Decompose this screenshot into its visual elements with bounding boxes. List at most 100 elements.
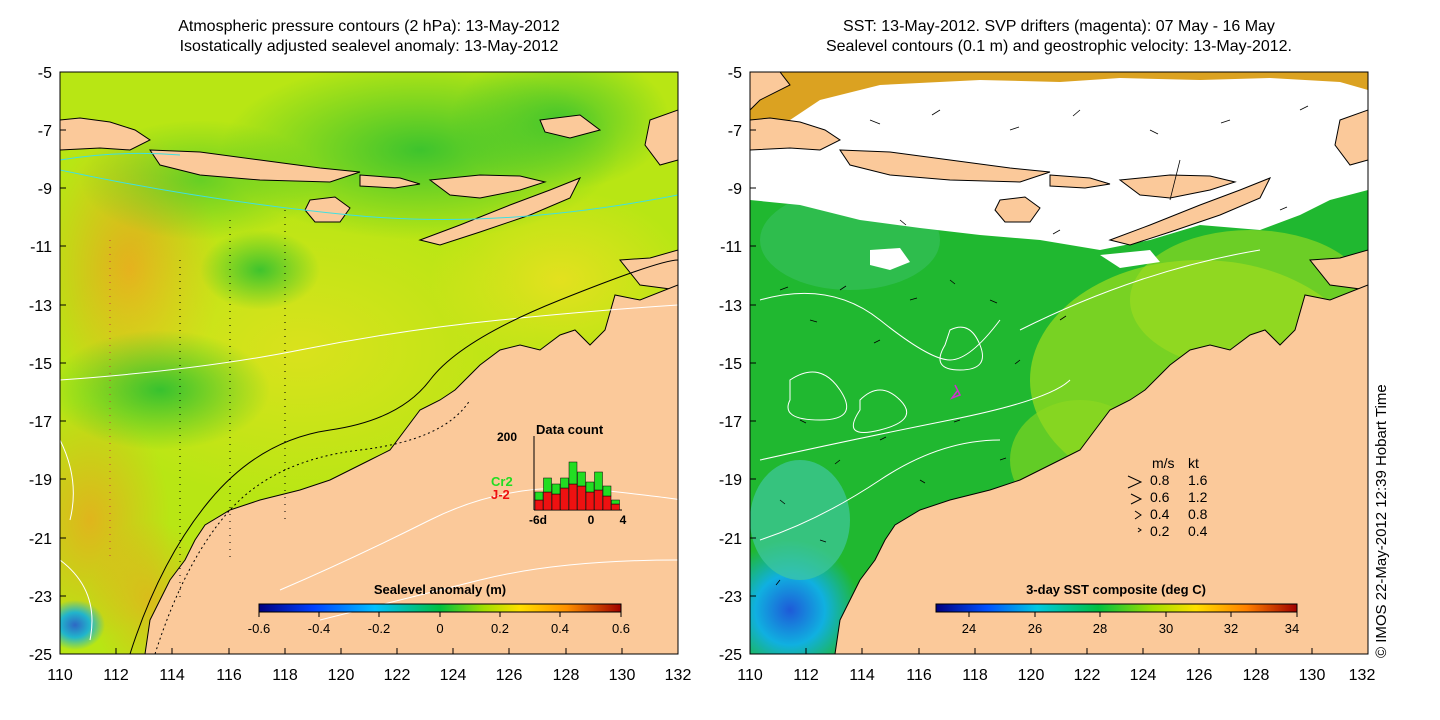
left-lat-tick: -9 (38, 181, 52, 198)
right-lat-tick: -5 (728, 65, 742, 82)
velocity-legend-header-ms: m/s (1152, 455, 1175, 471)
right-lon-tick: 132 (1349, 667, 1376, 684)
data-count-title: Data count (536, 422, 604, 437)
data-count-ymax: 200 (497, 430, 517, 444)
legend-j2: J-2 (491, 487, 510, 502)
right-lat-tick: -17 (719, 414, 742, 431)
histogram-bar-j2 (543, 491, 552, 511)
histogram-bar-j2 (577, 485, 586, 511)
histogram-bar-cr2 (534, 491, 544, 501)
velocity-legend: m/s kt 0.8 1.6 0.6 1.2 0.4 0.8 0.2 0.4 (1127, 455, 1208, 539)
left-lat-tick: -23 (29, 589, 52, 606)
velocity-legend-ms: 0.8 (1150, 472, 1170, 488)
left-map (60, 72, 678, 654)
histogram-bar-cr2 (611, 499, 620, 505)
right-lon-tick: 126 (1186, 667, 1213, 684)
right-title: SST: 13-May-2012. SVP drifters (magenta)… (750, 17, 1368, 57)
histogram-bar-cr2 (585, 481, 595, 493)
histogram-bar-j2 (611, 503, 620, 511)
left-lon-tick: 120 (328, 667, 355, 684)
left-lon-tick: 118 (272, 667, 298, 684)
left-lat-tick: -21 (29, 531, 52, 548)
left-lat-tick: -17 (29, 414, 52, 431)
left-lon-tick: 132 (665, 667, 692, 684)
left-colorbar: Sealevel anomaly (m) -0.6 -0.4 -0.2 0 0.… (248, 582, 630, 636)
right-lat-tick: -7 (728, 123, 742, 140)
velocity-arrow-icon (1130, 493, 1143, 505)
left-lat-tick: -7 (38, 123, 52, 140)
velocity-legend-kt: 1.6 (1188, 472, 1208, 488)
left-lon-tick: 126 (496, 667, 523, 684)
right-lon-labels: 110 112 114 116 118 120 122 124 126 128 … (737, 667, 1375, 684)
velocity-legend-ms: 0.6 (1150, 489, 1170, 505)
left-lon-tick: 122 (384, 667, 411, 684)
right-lat-tick: -13 (719, 298, 742, 315)
data-count-xlabel: -6d (529, 513, 547, 527)
velocity-arrow-icon (1127, 475, 1143, 489)
left-colorbar-tick: -0.2 (368, 621, 390, 636)
right-colorbar-tick: 30 (1159, 621, 1173, 636)
left-lat-tick: -11 (30, 239, 52, 256)
left-colorbar-title: Sealevel anomaly (m) (374, 582, 506, 597)
left-lon-labels: 110 112 114 116 118 120 122 124 126 128 … (47, 667, 691, 684)
right-lat-tick: -23 (719, 589, 742, 606)
imos-credit: © IMOS 22-May-2012 12:39 Hobart Time (1373, 384, 1390, 658)
left-lon-tick: 116 (216, 667, 242, 684)
left-title: Atmospheric pressure contours (2 hPa): 1… (60, 17, 678, 57)
histogram-bar-cr2 (602, 485, 612, 497)
left-lat-tick: -15 (29, 356, 52, 373)
histogram-bar-j2 (560, 487, 569, 511)
data-count-histogram: Data count 200 Cr2 J-2 -6d 0 4 (491, 422, 627, 527)
left-lat-tick: -19 (29, 472, 52, 489)
velocity-legend-kt: 0.8 (1188, 506, 1208, 522)
right-lon-tick: 130 (1299, 667, 1326, 684)
right-lon-tick: 122 (1074, 667, 1101, 684)
left-lon-tick: 110 (47, 667, 73, 684)
right-lat-tick: -19 (719, 472, 742, 489)
left-colorbar-tick: 0 (436, 621, 443, 636)
right-lon-tick: 116 (906, 667, 932, 684)
right-map (750, 72, 1368, 654)
velocity-arrow-icon (1137, 527, 1142, 533)
histogram-bar-j2 (568, 483, 578, 511)
right-lat-tick: -15 (719, 356, 742, 373)
left-lat-tick: -25 (29, 647, 52, 664)
histogram-bar-j2 (534, 499, 544, 511)
data-count-xlabel: 0 (588, 513, 595, 527)
histogram-bar-j2 (594, 489, 603, 511)
left-lon-tick: 112 (103, 667, 129, 684)
histogram-bar-cr2 (568, 461, 578, 485)
left-colorbar-tick: 0.2 (491, 621, 509, 636)
velocity-legend-kt: 0.4 (1188, 523, 1208, 539)
velocity-arrow-icon (1134, 510, 1142, 520)
right-lon-tick: 128 (1243, 667, 1270, 684)
right-lon-tick: 120 (1018, 667, 1045, 684)
data-count-xlabel: 4 (620, 513, 627, 527)
right-colorbar-tick: 32 (1224, 621, 1238, 636)
left-lat-labels: -5 -7 -9 -11 -13 -15 -17 -19 -21 -23 -25 (29, 65, 52, 664)
right-lat-tick: -9 (728, 181, 742, 198)
left-lat-tick: -13 (29, 298, 52, 315)
right-lon-tick: 118 (962, 667, 988, 684)
right-lat-tick: -25 (719, 647, 742, 664)
histogram-bar-j2 (551, 493, 561, 511)
left-lon-tick: 114 (159, 667, 185, 684)
right-colorbar-tick: 26 (1028, 621, 1042, 636)
histogram-bar-cr2 (560, 477, 569, 489)
velocity-legend-kt: 1.2 (1188, 489, 1208, 505)
velocity-legend-ms: 0.2 (1150, 523, 1170, 539)
right-title-line2: Sealevel contours (0.1 m) and geostrophi… (825, 38, 1292, 55)
velocity-legend-ms: 0.4 (1150, 506, 1170, 522)
right-lon-tick: 114 (849, 667, 875, 684)
histogram-bar-cr2 (594, 471, 603, 491)
right-axes (749, 71, 1369, 655)
left-title-line1: Atmospheric pressure contours (2 hPa): 1… (178, 18, 560, 35)
right-colorbar-tick: 34 (1285, 621, 1299, 636)
velocity-legend-header-kt: kt (1188, 455, 1199, 471)
right-lon-tick: 124 (1130, 667, 1157, 684)
right-lat-tick: -11 (720, 239, 742, 256)
left-lon-tick: 124 (440, 667, 467, 684)
right-lat-tick: -21 (719, 531, 742, 548)
right-lon-tick: 112 (793, 667, 819, 684)
histogram-bar-cr2 (577, 471, 586, 487)
